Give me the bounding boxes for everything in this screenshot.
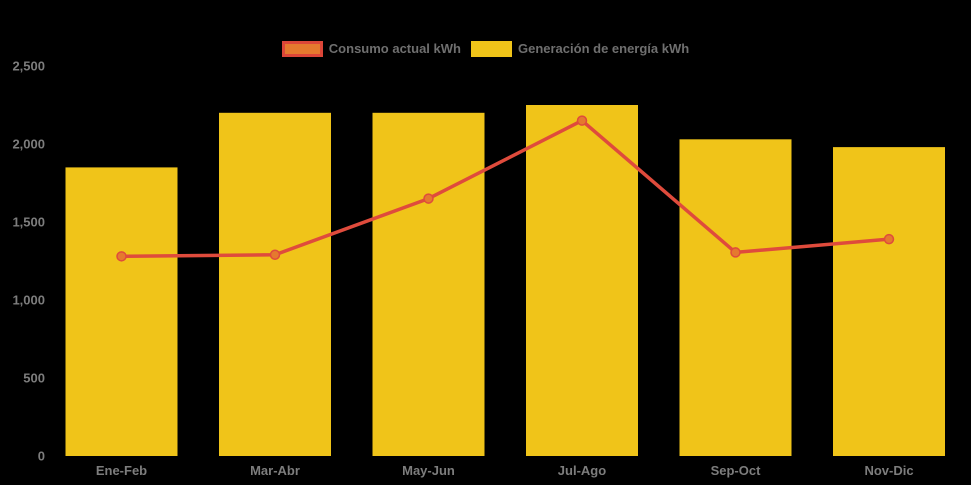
x-axis-label-may-jun: May-Jun (402, 463, 455, 478)
x-axis-label-sep-oct: Sep-Oct (711, 463, 762, 478)
x-axis-label-jul-ago: Jul-Ago (558, 463, 606, 478)
bar-mar-abr[interactable] (219, 112, 331, 457)
bar-nov-dic[interactable] (833, 147, 945, 456)
bar-jul-ago[interactable] (526, 105, 638, 456)
legend-swatch-line-series-icon (281, 41, 323, 57)
y-axis-tick-label-2-500: 2,500 (12, 59, 45, 74)
bar-ene-feb[interactable] (65, 167, 178, 456)
legend-label-generacion-energia: Generación de energía kWh (517, 41, 690, 56)
legend-item-generacion-energia[interactable]: Generación de energía kWh (470, 41, 690, 57)
line-consumo-actual (119, 118, 891, 259)
bar-sep-oct[interactable] (679, 139, 792, 456)
x-axis-label-ene-feb: Ene-Feb (96, 463, 147, 478)
y-axis-tick-label-1-500: 1,500 (12, 215, 45, 230)
line-marker-jul-ago[interactable] (576, 115, 588, 126)
chart-legend: Consumo actual kWh Generación de energía… (0, 41, 971, 57)
legend-label-consumo-actual: Consumo actual kWh (328, 41, 461, 56)
x-axis-label-mar-abr: Mar-Abr (250, 463, 300, 478)
line-marker-ene-feb[interactable] (116, 251, 127, 262)
bar-may-jun[interactable] (372, 112, 485, 457)
y-axis-tick-label-2-000: 2,000 (12, 137, 45, 152)
legend-swatch-bar-series-icon (470, 41, 512, 57)
y-axis-tick-label-500: 500 (23, 371, 45, 386)
line-marker-nov-dic[interactable] (883, 233, 895, 245)
y-axis-tick-label-1-000: 1,000 (12, 293, 45, 308)
legend-item-consumo-actual[interactable]: Consumo actual kWh (281, 41, 461, 57)
line-marker-sep-oct[interactable] (730, 247, 741, 258)
x-axis-label-nov-dic: Nov-Dic (864, 463, 913, 478)
y-axis-tick-label-0: 0 (38, 449, 45, 464)
line-marker-may-jun[interactable] (423, 193, 434, 204)
line-marker-mar-abr[interactable] (269, 249, 281, 261)
